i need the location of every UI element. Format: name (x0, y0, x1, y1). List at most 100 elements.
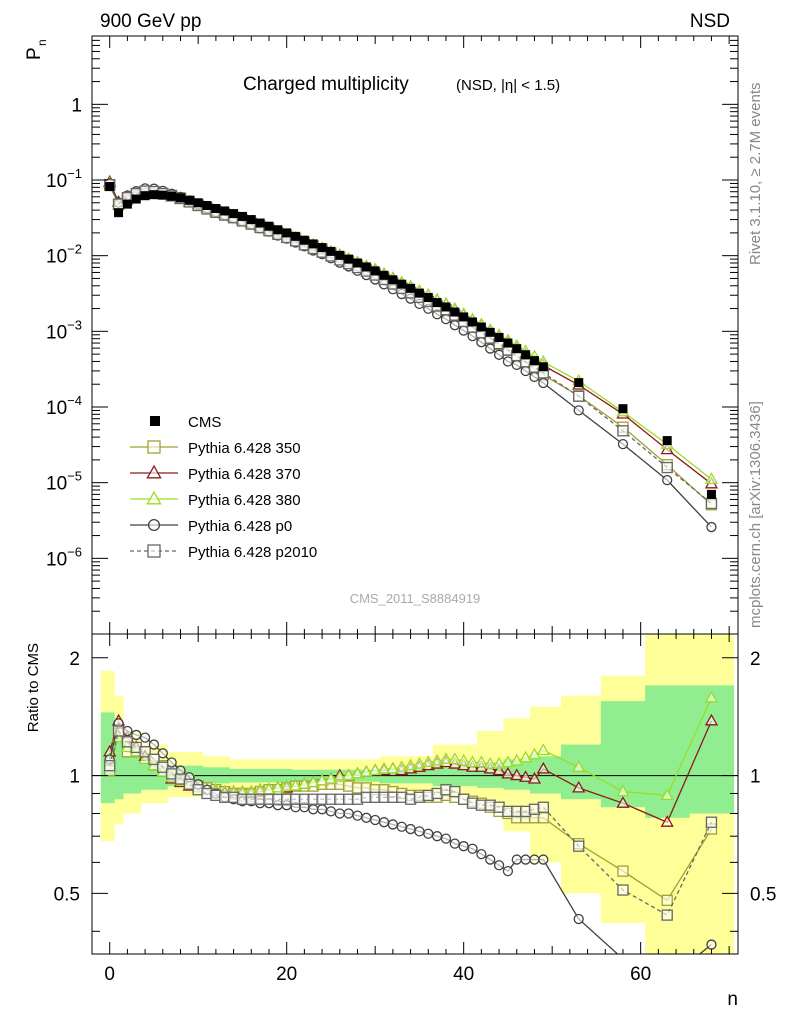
main-y-tick-label: 10−3 (46, 317, 82, 343)
ratio-point-series-3 (334, 808, 345, 819)
main-point-series-4 (705, 497, 718, 510)
main-point-series-3 (458, 325, 469, 336)
ratio-point-series-3 (370, 814, 381, 826)
ratio-point-series-3 (663, 976, 672, 985)
cms-data-point (299, 235, 309, 245)
ratio-point-series-2 (465, 755, 480, 768)
x-axis-label: n (727, 989, 738, 1010)
cms-data-point (282, 228, 292, 238)
ratio-y-tick-label-right: 1 (750, 767, 761, 788)
ratio-point-series-2 (501, 755, 515, 768)
ratio-point-series-3 (414, 826, 425, 837)
cms-data-point (379, 270, 389, 280)
ratio-point-series-4 (661, 909, 673, 921)
cms-data-point (344, 254, 354, 264)
main-point-series-3 (511, 359, 522, 371)
ratio-point-series-3 (520, 854, 531, 865)
rivet-version-label: Rivet 3.1.10, ≥ 2.7M events (747, 83, 764, 266)
main-point-series-3 (493, 349, 505, 360)
ratio-point-series-3 (511, 854, 522, 865)
main-point-series-3 (529, 371, 540, 383)
band-green-segment (122, 756, 142, 794)
cms-data-point (485, 327, 495, 337)
cms-data-point (246, 215, 256, 225)
ratio-plot-frame (91, 633, 739, 955)
cms-data-point (450, 307, 460, 317)
ratio-point-series-3 (423, 828, 434, 839)
ratio-point-series-2 (324, 771, 338, 784)
ratio-point-series-2 (448, 752, 462, 765)
ratio-point-series-2 (439, 752, 453, 765)
cms-data-point (158, 190, 168, 200)
legend-marker-series-0 (147, 440, 161, 454)
cms-data-point (264, 221, 274, 231)
ratio-point-series-2 (527, 747, 542, 760)
ratio-point-series-3 (131, 729, 142, 741)
cms-data-point (574, 378, 584, 388)
ratio-point-series-1 (519, 770, 533, 782)
main-y-tick-label: 10−1 (46, 166, 82, 192)
ratio-point-series-2 (430, 753, 444, 766)
ratio-point-series-2 (377, 761, 391, 774)
y-axis-label-main: P n (24, 39, 49, 60)
ratio-point-series-3 (122, 725, 133, 737)
legend-item-cms: CMS (150, 414, 221, 431)
ratio-point-series-2 (350, 766, 365, 779)
tick-labels: 0 20 40 60 10−6 10−5 10−4 10−3 10−2 10−1 1 0.5 0.5 1 1… (46, 95, 776, 985)
ratio-point-series-4 (449, 785, 461, 798)
main-point-series-3 (467, 330, 478, 342)
cms-data-point (202, 201, 212, 211)
ratio-point-series-2 (616, 784, 630, 797)
ratio-point-series-1 (660, 815, 674, 827)
main-point-series-3 (449, 320, 460, 331)
ratio-point-series-4 (157, 761, 169, 773)
main-point-series-4 (573, 390, 585, 402)
cms-data-point (140, 191, 150, 201)
main-point-series-3 (617, 438, 629, 450)
cms-data-point (468, 317, 478, 327)
ratio-point-series-3 (467, 843, 478, 854)
cms-data-point (308, 239, 318, 249)
ratio-point-series-2 (572, 760, 586, 772)
ratio-point-series-2 (412, 756, 427, 769)
ratio-point-series-3 (431, 831, 443, 842)
main-y-tick-label: 10−2 (46, 242, 82, 268)
ratio-point-series-2 (704, 690, 719, 703)
main-point-series-4 (617, 425, 629, 437)
legend-marker-series-4 (147, 544, 161, 558)
ratio-point-series-3 (476, 848, 487, 860)
ratio-point-series-3 (148, 739, 160, 750)
main-point-series-3 (440, 313, 452, 325)
ratio-point-series-3 (361, 812, 372, 823)
ratio-point-series-2 (660, 788, 674, 801)
ratio-point-series-4 (705, 816, 718, 828)
ratio-point-series-3 (502, 865, 514, 877)
cms-data-point (521, 350, 531, 360)
legend-item-series-4: Pythia 6.428 p2010 (130, 544, 317, 561)
cms-data-point (326, 246, 336, 256)
cms-data-point (512, 344, 522, 354)
cms-data-point (237, 211, 247, 221)
cms-data-point (193, 198, 203, 208)
ratio-point-series-2 (510, 753, 524, 766)
cms-data-point (370, 266, 380, 276)
cms-data-point (459, 312, 469, 322)
y-axis-label-main-sub: n (35, 39, 49, 46)
ratio-point-series-3 (166, 757, 177, 768)
ratio-point-series-0 (661, 894, 673, 906)
legend-marker-series-3 (147, 518, 161, 532)
ratio-point-series-1 (501, 766, 515, 779)
ratio-point-series-3 (440, 833, 452, 844)
ratio-point-series-1 (510, 768, 524, 781)
main-point-series-3 (573, 405, 584, 416)
cms-data-point (706, 489, 716, 499)
ratio-point-series-3 (139, 732, 151, 743)
main-point-series-3 (538, 377, 549, 389)
ratio-point-series-3 (387, 819, 399, 830)
cms-data-point (441, 302, 451, 312)
chart-title: Charged multiplicity (243, 74, 409, 95)
band-green-segment (689, 685, 735, 814)
cms-data-point (149, 190, 159, 200)
legend-label-series-2: Pythia 6.428 380 (188, 492, 301, 509)
